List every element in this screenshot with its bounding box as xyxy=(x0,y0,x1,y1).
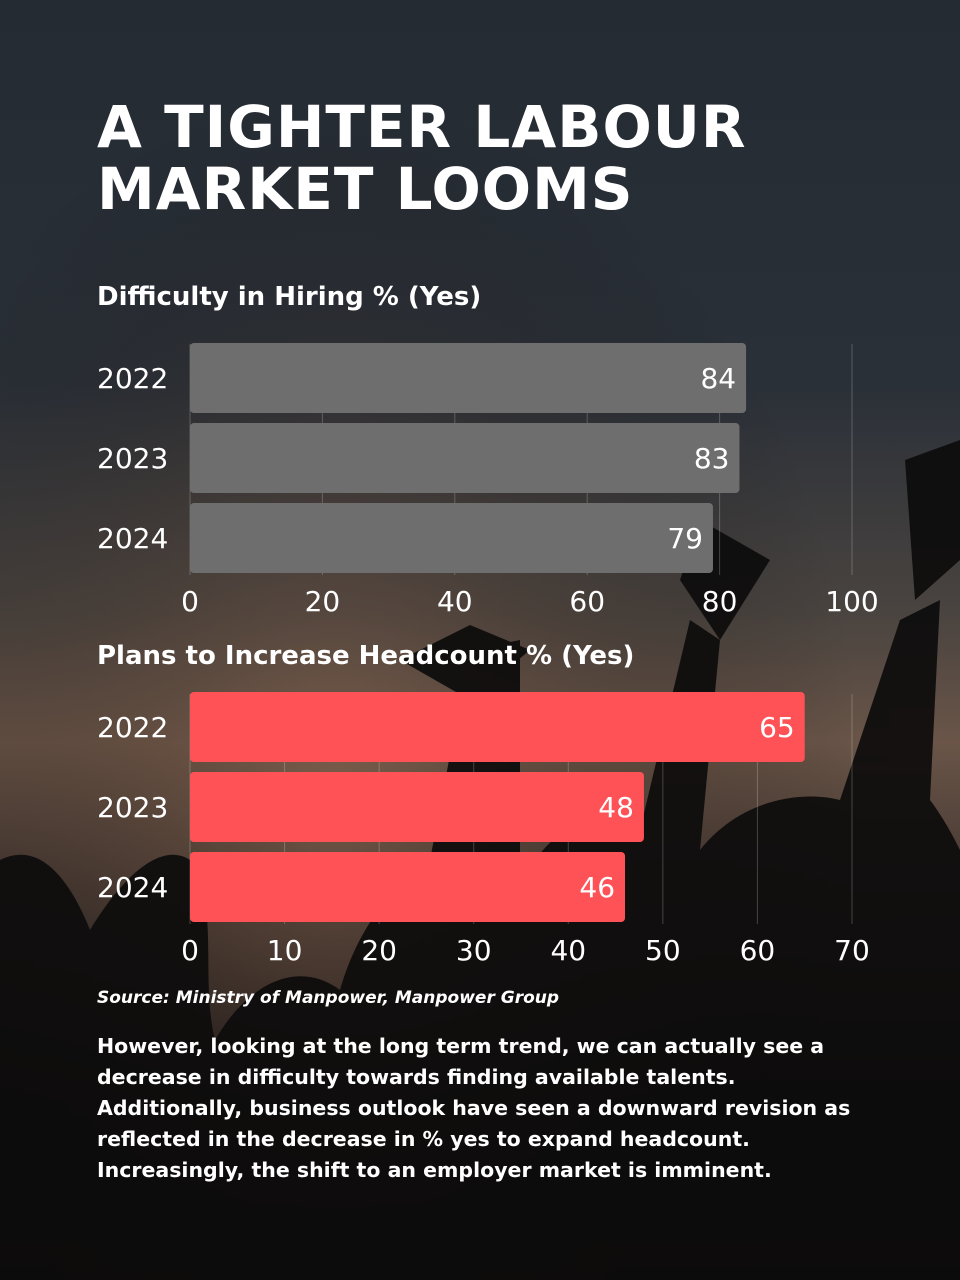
value-label: 79 xyxy=(667,522,703,555)
category-label: 2024 xyxy=(97,871,168,904)
value-label: 84 xyxy=(700,362,736,395)
body-paragraph: However, looking at the long term trend,… xyxy=(97,1034,851,1182)
tick-label: 0 xyxy=(181,585,199,618)
value-label: 83 xyxy=(694,442,730,475)
chart-title-headcount: Plans to Increase Headcount % (Yes) xyxy=(97,641,635,671)
category-label: 2022 xyxy=(97,711,168,744)
tick-label: 30 xyxy=(456,934,492,967)
tick-label: 60 xyxy=(569,585,605,618)
bar xyxy=(190,343,747,413)
chart-title-difficulty-hiring: Difficulty in Hiring % (Yes) xyxy=(97,282,482,312)
tick-label: 100 xyxy=(825,585,878,618)
page-title: A TIGHTER LABOUR MARKET LOOMS xyxy=(97,93,747,223)
tick-label: 20 xyxy=(361,934,397,967)
tick-label: 20 xyxy=(305,585,341,618)
difficulty-hiring-chart: 2022 84 2023 83 2024 79 0 20 40 60 80 100 xyxy=(97,343,879,618)
category-label: 2024 xyxy=(97,522,168,555)
bar xyxy=(190,423,740,493)
value-label: 46 xyxy=(579,871,615,904)
headcount-chart: 2022 65 2023 48 2024 46 0 10 20 30 40 50 60 70 xyxy=(97,692,870,967)
category-label: 2023 xyxy=(97,791,168,824)
tick-label: 50 xyxy=(645,934,681,967)
tick-label: 40 xyxy=(437,585,473,618)
tick-label: 80 xyxy=(702,585,738,618)
tick-label: 0 xyxy=(181,934,199,967)
tick-label: 60 xyxy=(740,934,776,967)
bar xyxy=(190,692,805,762)
tick-label: 40 xyxy=(550,934,586,967)
bar xyxy=(190,772,644,842)
source-note: Source: Ministry of Manpower, Manpower G… xyxy=(97,988,560,1008)
bar xyxy=(190,503,713,573)
category-label: 2023 xyxy=(97,442,168,475)
bar xyxy=(190,852,626,922)
tick-label: 70 xyxy=(834,934,870,967)
category-label: 2022 xyxy=(97,362,168,395)
value-label: 48 xyxy=(598,791,634,824)
tick-label: 10 xyxy=(267,934,303,967)
value-label: 65 xyxy=(759,711,795,744)
